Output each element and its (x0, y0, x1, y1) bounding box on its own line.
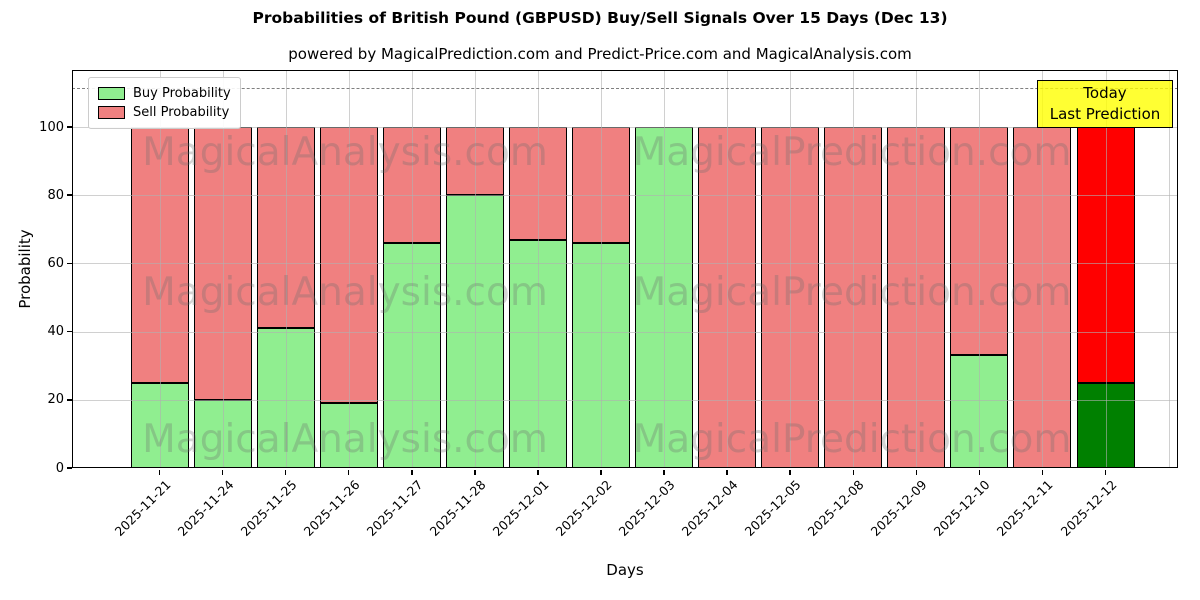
y-gridline (72, 127, 1178, 128)
x-tick-label: 2025-12-11 (994, 477, 1057, 539)
y-tick-label: 0 (55, 460, 64, 476)
x-tick-mark (347, 469, 350, 475)
x-tick-label: 2025-11-21 (111, 477, 174, 539)
legend-label-sell: Sell Probability (133, 105, 230, 120)
x-gridline (348, 70, 350, 468)
x-gridline (474, 70, 476, 468)
x-gridline (159, 70, 161, 468)
y-tick-mark (67, 467, 72, 469)
y-tick-mark (67, 194, 72, 196)
x-gridline (790, 70, 792, 468)
x-tick-label: 2025-11-28 (426, 477, 489, 539)
x-tick-mark (915, 469, 918, 475)
x-tick-label: 2025-12-09 (867, 477, 930, 539)
x-tick-mark (1041, 469, 1044, 475)
x-tick-mark (221, 469, 224, 475)
watermark-text: MagicalAnalysis.com (142, 417, 548, 462)
x-tick-label: 2025-11-25 (237, 477, 300, 539)
x-tick-label: 2025-12-03 (615, 477, 678, 539)
y-tick-label: 100 (39, 119, 64, 135)
annotation-line-2: Last Prediction (1049, 105, 1161, 123)
x-gridline (537, 70, 539, 468)
x-tick-mark (537, 469, 539, 475)
buy-swatch-icon (98, 87, 125, 100)
watermark-text: MagicalPrediction.com (632, 130, 1072, 175)
x-gridline (727, 70, 729, 468)
x-gridline (600, 70, 602, 468)
x-tick-mark (1104, 469, 1107, 475)
threshold-dashed-line (72, 88, 1178, 90)
chart-title: Probabilities of British Pound (GBPUSD) … (252, 9, 948, 27)
x-tick-label: 2025-11-27 (363, 477, 426, 539)
chart-subtitle: powered by MagicalPrediction.com and Pre… (288, 45, 912, 63)
watermark-text: MagicalPrediction.com (632, 270, 1072, 315)
x-tick-mark (789, 469, 791, 475)
x-tick-mark (411, 469, 413, 475)
watermark-text: MagicalPrediction.com (632, 417, 1072, 462)
x-gridline (1168, 70, 1170, 468)
x-gridline (853, 70, 855, 468)
y-gridline (72, 399, 1178, 401)
x-gridline (664, 70, 666, 468)
watermark-text: MagicalAnalysis.com (142, 130, 548, 175)
y-tick-label: 60 (47, 255, 64, 271)
x-tick-label: 2025-12-05 (741, 477, 804, 539)
x-tick-mark (158, 469, 161, 475)
x-tick-mark (474, 469, 476, 475)
y-tick-mark (67, 126, 72, 128)
legend-entry-sell: Sell Probability (98, 103, 231, 122)
x-tick-label: 2025-12-04 (678, 477, 741, 539)
x-axis-label: Days (606, 561, 644, 579)
x-tick-mark (852, 469, 855, 475)
x-tick-label: 2025-12-02 (552, 477, 615, 539)
x-gridline (285, 70, 287, 468)
annotation-line-1: Today (1083, 84, 1127, 102)
sell-swatch-icon (98, 106, 125, 119)
y-gridline (72, 331, 1178, 333)
x-tick-mark (726, 469, 728, 475)
y-tick-mark (67, 262, 72, 265)
legend-entry-buy: Buy Probability (98, 84, 231, 103)
x-tick-label: 2025-11-26 (300, 477, 363, 539)
x-tick-mark (663, 469, 665, 475)
x-tick-mark (978, 469, 981, 475)
x-tick-label: 2025-12-10 (931, 477, 994, 539)
y-tick-mark (67, 330, 72, 333)
x-gridline (1042, 70, 1044, 468)
x-tick-mark (284, 469, 287, 475)
y-tick-label: 40 (47, 324, 64, 340)
x-gridline (1105, 70, 1107, 468)
watermark-text: MagicalAnalysis.com (142, 270, 548, 315)
x-gridline (222, 70, 224, 468)
x-gridline (916, 70, 918, 468)
y-tick-label: 20 (47, 392, 64, 408)
y-tick-mark (67, 399, 72, 401)
x-tick-label: 2025-12-08 (804, 477, 867, 539)
x-tick-label: 2025-12-01 (489, 477, 552, 539)
x-gridline (411, 70, 413, 468)
y-gridline (72, 195, 1178, 197)
x-tick-label: 2025-11-24 (174, 477, 237, 539)
today-annotation: Today Last Prediction (1037, 80, 1173, 128)
x-tick-label: 2025-12-12 (1057, 477, 1120, 539)
x-tick-mark (600, 469, 602, 475)
y-tick-label: 80 (47, 187, 64, 203)
legend-label-buy: Buy Probability (133, 86, 231, 101)
y-gridline (72, 263, 1178, 265)
x-gridline (979, 70, 981, 468)
legend: Buy Probability Sell Probability (88, 77, 241, 129)
